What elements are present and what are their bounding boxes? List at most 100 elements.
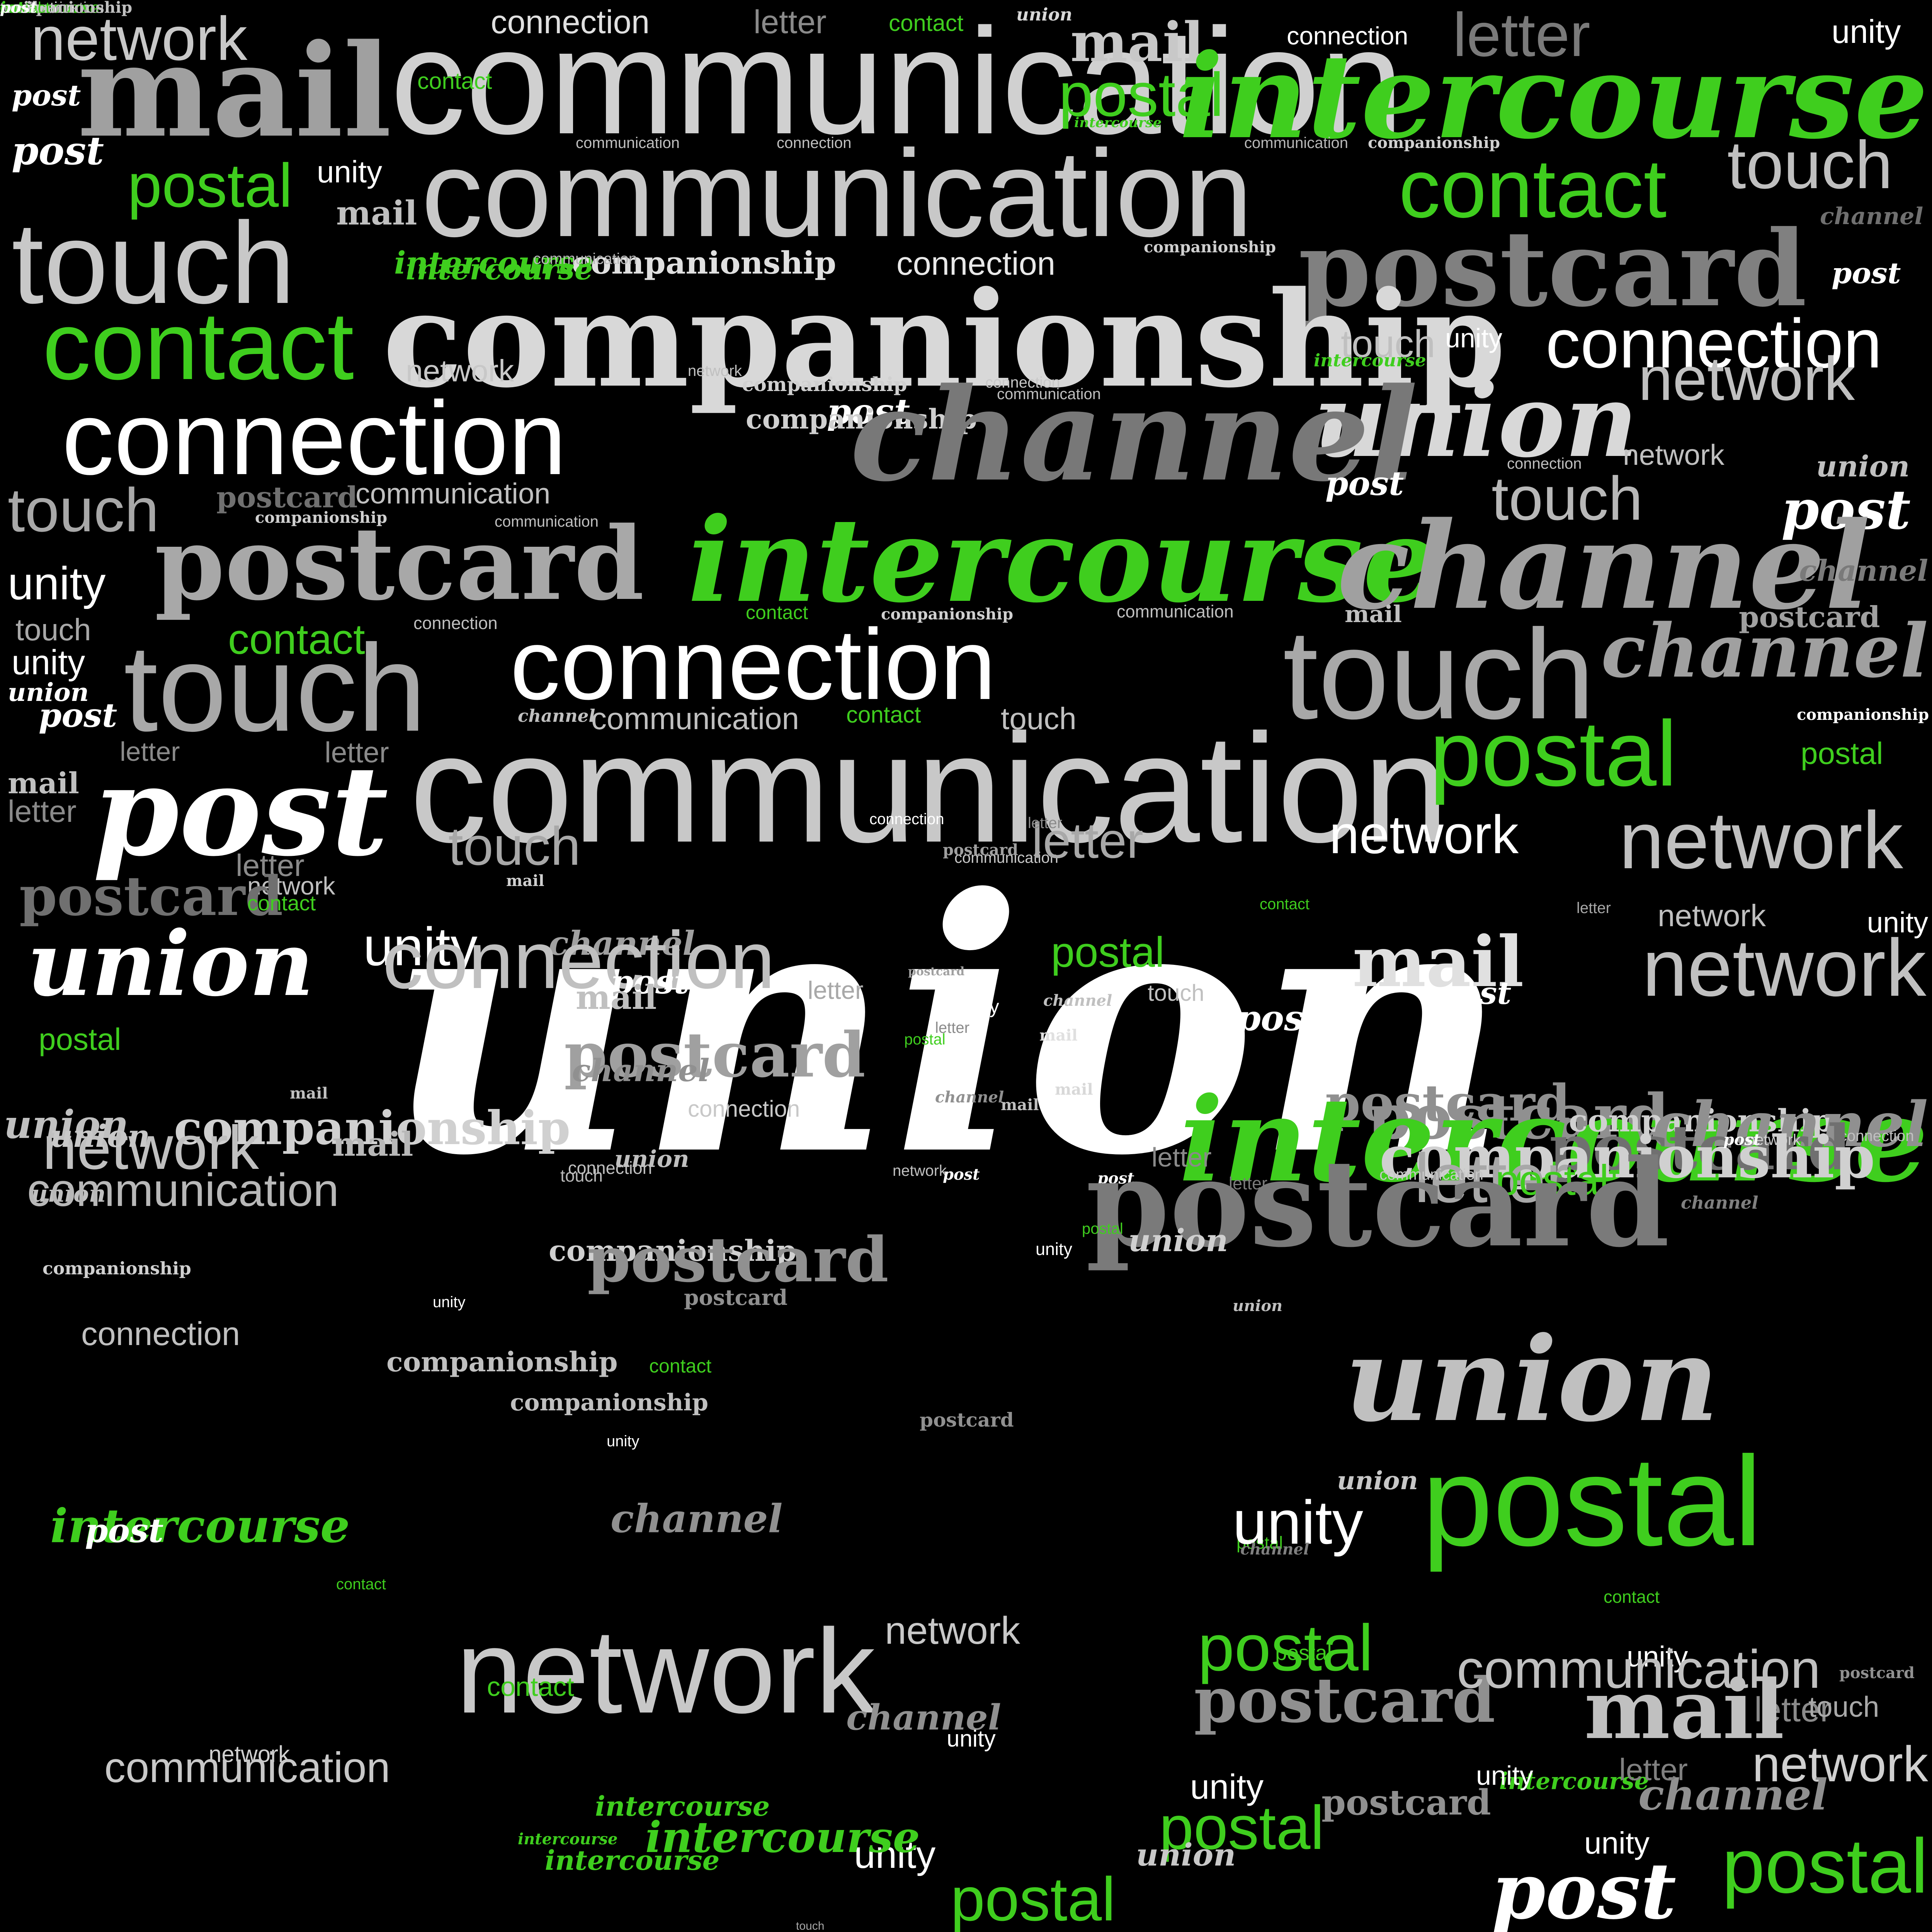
cloud-word-letter: letter — [1229, 1173, 1268, 1193]
cloud-word-postal: postal — [951, 1864, 1116, 1932]
cloud-word-postcard: postcard — [1839, 1664, 1915, 1682]
cloud-word-communication: communication — [1379, 1166, 1484, 1183]
cloud-word-network: network — [31, 4, 248, 73]
cloud-word-post: post — [611, 963, 689, 1002]
cloud-word-postal: postal — [1801, 736, 1883, 770]
cloud-word-touch: touch — [8, 475, 159, 544]
cloud-word-contact: contact — [417, 68, 492, 94]
cloud-word-postcard: postcard — [587, 1223, 889, 1296]
cloud-word-connection: connection — [1507, 455, 1582, 472]
cloud-word-intercourse: intercourse — [0, 0, 100, 17]
cloud-word-post: post — [12, 78, 81, 112]
cloud-word-postal: postal — [1422, 1430, 1762, 1572]
cloud-word-companionship: companionship — [510, 1389, 709, 1416]
cloud-word-connection: connection — [869, 811, 944, 828]
cloud-word-channel: channel — [1043, 992, 1112, 1010]
cloud-word-intercourse: intercourse — [50, 1499, 350, 1553]
cloud-word-mail: mail — [576, 978, 657, 1017]
cloud-word-communication: communication — [533, 250, 638, 267]
cloud-word-unity: unity — [958, 996, 999, 1017]
cloud-word-touch: touch — [12, 198, 295, 328]
cloud-word-channel: channel — [572, 1052, 710, 1088]
cloud-word-communication: communication — [495, 513, 599, 530]
cloud-word-channel: channel — [1240, 1540, 1310, 1558]
cloud-word-postcard: postcard — [1298, 207, 1807, 330]
cloud-word-network: network — [1329, 804, 1519, 865]
cloud-word-network: network — [43, 1113, 259, 1182]
cloud-word-contact: contact — [889, 10, 964, 36]
cloud-word-postal: postal — [0, 0, 41, 16]
cloud-word-post: post — [1492, 1846, 1677, 1932]
cloud-word-mail: mail — [506, 872, 544, 890]
cloud-word-postcard: postcard — [920, 1408, 1014, 1431]
cloud-word-communication: communication — [355, 477, 551, 510]
cloud-word-unity: unity — [1476, 1760, 1533, 1791]
cloud-word-union: union — [1233, 1297, 1283, 1315]
cloud-word-unity: unity — [8, 558, 106, 609]
cloud-word-companionship: companionship — [0, 0, 133, 17]
cloud-word-companionship: companionship — [383, 263, 1506, 417]
cloud-word-mail: mail — [1055, 1080, 1093, 1099]
cloud-word-connection: connection — [383, 915, 775, 1005]
cloud-word-contact: contact — [1260, 896, 1310, 913]
cloud-word-communication: communication — [954, 849, 1059, 866]
cloud-word-union: union — [1337, 1466, 1418, 1495]
cloud-word-companionship: companionship — [1797, 706, 1929, 724]
cloud-word-companionship: companionship — [174, 1101, 571, 1155]
cloud-word-touch: touch — [1283, 603, 1595, 745]
cloud-word-touch: touch — [1148, 980, 1204, 1006]
cloud-word-network: network — [1638, 344, 1855, 413]
cloud-word-post: post — [12, 128, 104, 173]
cloud-word-postal: postal — [1430, 702, 1677, 805]
cloud-word-companionship: companionship — [1569, 1102, 1833, 1139]
cloud-word-letter: letter — [325, 736, 389, 769]
cloud-word-post: post — [0, 0, 37, 17]
cloud-word-unity: unity — [1445, 323, 1502, 353]
cloud-word-union: union — [50, 1118, 150, 1154]
cloud-word-postcard: postcard — [1325, 1073, 1570, 1133]
cloud-word-postcard: postcard — [1086, 1133, 1670, 1274]
cloud-word-mail: mail — [77, 16, 392, 166]
cloud-word-connection: connection — [0, 0, 75, 16]
cloud-word-union: union — [1816, 449, 1910, 483]
cloud-word-union: union — [1016, 4, 1073, 25]
cloud-word-letter: letter — [808, 976, 864, 1004]
cloud-word-channel: channel — [1601, 608, 1928, 694]
cloud-word-contact: contact — [0, 0, 50, 16]
cloud-word-communication: communication — [410, 702, 1449, 874]
cloud-word-postal: postal — [1275, 1641, 1332, 1665]
cloud-word-communication: communication — [390, 0, 1404, 165]
cloud-word-union: union — [0, 0, 50, 17]
cloud-word-postal: postal — [128, 151, 293, 220]
cloud-word-post: post — [1325, 464, 1404, 503]
cloud-word-contact: contact — [43, 292, 354, 400]
cloud-word-unity: unity — [1233, 1488, 1363, 1557]
cloud-word-post: post — [1781, 478, 1911, 542]
cloud-word-communication: communication — [1457, 1639, 1821, 1699]
cloud-word-postcard: postcard — [684, 1285, 788, 1310]
cloud-word-letter: letter — [1151, 1142, 1212, 1172]
cloud-word-contact: contact — [746, 602, 808, 623]
cloud-word-union: union — [31, 1180, 106, 1208]
cloud-word-connection: connection — [896, 245, 1056, 282]
cloud-word-mail: mail — [1001, 1096, 1039, 1114]
cloud-word-connection: connection — [62, 380, 566, 497]
cloud-word-intercourse: intercourse — [0, 0, 100, 17]
cloud-word-communication: communication — [997, 386, 1101, 403]
cloud-word-companionship: companionship — [255, 509, 388, 527]
cloud-word-contact: contact — [0, 0, 50, 16]
cloud-word-post: post — [0, 0, 37, 17]
cloud-word-channel: channel — [1653, 1088, 1928, 1161]
cloud-word-touch: touch — [15, 612, 91, 647]
cloud-word-channel: channel — [1681, 1192, 1759, 1213]
cloud-word-letter: letter — [236, 848, 304, 883]
cloud-word-postcard: postcard — [943, 841, 1018, 859]
cloud-word-unity: unity — [1832, 14, 1901, 50]
cloud-word-connection: connection — [1287, 22, 1408, 50]
cloud-word-network: network — [1752, 1736, 1928, 1792]
cloud-word-union: union — [614, 1146, 689, 1173]
cloud-word-unity: unity — [854, 1833, 936, 1876]
cloud-word-communication: communication — [1244, 134, 1349, 151]
cloud-word-postcard: postcard — [1549, 1111, 1851, 1184]
